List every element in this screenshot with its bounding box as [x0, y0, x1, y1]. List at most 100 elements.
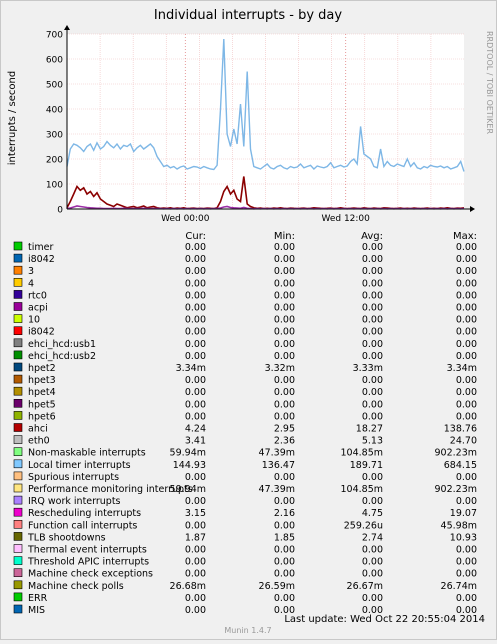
legend-name: Function call interrupts	[28, 520, 137, 531]
legend-cur: 0.00	[185, 520, 206, 531]
legend-swatch	[13, 374, 23, 384]
legend-cur: 0.00	[185, 303, 206, 314]
legend-name: hpet6	[28, 411, 56, 422]
legend-min: 0.00	[274, 605, 295, 616]
legend-max: 0.00	[456, 557, 477, 568]
legend-max: 0.00	[456, 303, 477, 314]
legend-swatch	[13, 532, 23, 541]
legend-min: 3.32m	[265, 363, 295, 374]
legend-min: 0.00	[274, 315, 295, 326]
legend-avg: 0.00	[362, 315, 383, 326]
legend-swatch	[13, 350, 23, 360]
legend-cur: 3.41	[185, 436, 206, 447]
legend-min: 136.47	[262, 460, 295, 471]
legend-name: rtc0	[28, 290, 47, 301]
legend-swatch	[13, 398, 23, 408]
legend-avg: 26.67m	[347, 581, 383, 592]
legend-cur: 0.00	[185, 351, 206, 362]
legend-min: 0.00	[274, 399, 295, 410]
legend-name: ERR	[28, 593, 48, 604]
legend-max: 0.00	[456, 242, 477, 253]
legend-min: 0.00	[274, 242, 295, 253]
legend-avg: 0.00	[362, 290, 383, 301]
legend-cur: 1.87	[185, 532, 206, 543]
legend-name: ahci	[28, 424, 48, 435]
legend-cur: 0.00	[185, 387, 206, 398]
legend-cur: 0.00	[185, 339, 206, 350]
y-tick-label: 500	[46, 81, 63, 91]
legend-name: timer	[28, 242, 53, 253]
last-update: Last update: Wed Oct 22 20:55:04 2014	[284, 614, 485, 625]
x-axis-arrow	[470, 206, 475, 212]
legend-swatch	[13, 447, 23, 457]
legend-swatch	[13, 580, 23, 590]
legend-name: hpet3	[28, 375, 56, 386]
legend-cur: 0.00	[185, 399, 206, 410]
legend-swatch	[13, 459, 23, 469]
legend-swatch	[13, 411, 23, 420]
legend-min: 0.00	[274, 375, 295, 386]
legend-max: 26.74m	[441, 581, 477, 592]
legend-cur: 59.94m	[170, 484, 206, 495]
legend-swatch	[13, 338, 23, 348]
legend-max: 0.00	[456, 278, 477, 289]
legend-name: 10	[28, 315, 40, 326]
legend-cur: 0.00	[185, 557, 206, 568]
legend-max: 0.00	[456, 375, 477, 386]
legend-max: 0.00	[456, 569, 477, 580]
legend-min: 0.00	[274, 303, 295, 314]
legend-min: 47.39m	[259, 484, 295, 495]
legend-avg: 0.00	[362, 593, 383, 604]
legend-swatch	[13, 471, 23, 481]
legend-name: Threshold APIC interrupts	[27, 557, 149, 568]
legend-avg: 0.00	[362, 411, 383, 422]
legend-min: 0.00	[274, 520, 295, 531]
legend-max: 902.23m	[435, 448, 478, 459]
legend-max: 0.00	[456, 266, 477, 277]
legend-swatch	[13, 544, 23, 553]
plot-area	[67, 34, 464, 209]
grid	[67, 33, 464, 209]
legend-avg: 0.00	[362, 569, 383, 580]
legend-avg: 189.71	[350, 460, 383, 471]
legend-min: 0.00	[274, 496, 295, 507]
legend-max: 0.00	[456, 351, 477, 362]
legend-max: 0.00	[456, 472, 477, 483]
legend-max: 3.34m	[447, 363, 477, 374]
legend-avg: 259.26u	[344, 520, 383, 531]
legend-name: Machine check polls	[28, 581, 124, 592]
legend-avg: 0.00	[362, 266, 383, 277]
legend-cur: 0.00	[185, 569, 206, 580]
legend-max: 0.00	[456, 399, 477, 410]
legend-avg: 4.75	[362, 508, 383, 519]
legend-max: 0.00	[456, 387, 477, 398]
legend-name: acpi	[28, 303, 48, 314]
legend-min: 0.00	[274, 545, 295, 556]
legend-cur: 3.15	[185, 508, 206, 519]
legend-avg: 0.00	[362, 399, 383, 410]
column-header-max: Max:	[453, 231, 477, 242]
legend-name: 4	[28, 278, 34, 289]
legend-cur: 0.00	[185, 545, 206, 556]
legend-avg: 2.74	[362, 532, 383, 543]
y-tick-label: 600	[46, 56, 63, 66]
legend-min: 0.00	[274, 327, 295, 338]
munin-version: Munin 1.4.7	[224, 626, 271, 635]
legend-cur: 4.24	[185, 424, 206, 435]
legend-max: 0.00	[456, 593, 477, 604]
legend-name: i8042	[28, 254, 55, 265]
legend-max: 138.76	[444, 424, 477, 435]
legend-avg: 0.00	[362, 339, 383, 350]
legend-cur: 3.34m	[176, 363, 206, 374]
legend-max: 0.00	[456, 290, 477, 301]
y-tick-label: 700	[46, 31, 63, 41]
legend-name: Non-maskable interrupts	[28, 448, 146, 459]
legend-min: 0.00	[274, 569, 295, 580]
y-tick-label: 400	[46, 106, 63, 116]
y-axis-label: interrupts / second	[7, 71, 18, 165]
legend-cur: 0.00	[185, 290, 206, 301]
legend-cur: 26.68m	[170, 581, 206, 592]
legend-min: 0.00	[274, 411, 295, 422]
